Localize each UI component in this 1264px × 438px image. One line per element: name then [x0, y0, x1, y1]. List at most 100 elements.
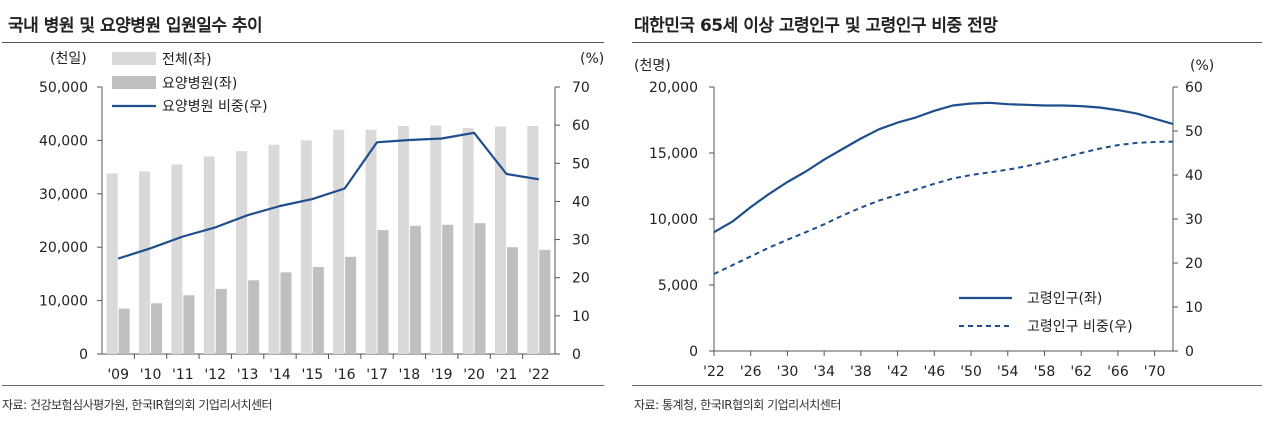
right-tick-label: 0 [572, 347, 581, 363]
left-axis-unit: (천명) [634, 58, 671, 74]
right-axis-unit: (%) [580, 51, 604, 67]
x-tick-label: '70 [1144, 364, 1166, 380]
right-tick-label: 20 [1185, 256, 1203, 272]
left-tick-label: 15,000 [649, 146, 698, 162]
bar-nursing-hospital [442, 224, 454, 354]
bar-nursing-hospital [151, 303, 163, 354]
legend-label-population: 고령인구(좌) [1027, 291, 1102, 307]
right-tick-label: 50 [572, 156, 590, 172]
series-line-nursing-share [117, 131, 539, 260]
bar-nursing-hospital [474, 223, 486, 354]
x-tick-label: '12 [204, 367, 226, 383]
x-tick-label: '16 [334, 367, 356, 383]
legend-swatch-nursing [112, 76, 156, 89]
x-tick-label: '42 [887, 364, 909, 380]
series-line-elderly-population [713, 101, 1174, 234]
bar-total [139, 171, 151, 354]
left-tick-label: 10,000 [649, 212, 698, 228]
left-tick-label: 10,000 [39, 294, 88, 310]
legend-label-total: 전체(좌) [162, 52, 212, 68]
bar-total [171, 164, 183, 354]
left-tick-label: 0 [689, 344, 698, 360]
x-tick-label: '15 [301, 367, 323, 383]
bar-total [494, 126, 506, 355]
x-tick-label: '21 [496, 367, 518, 383]
source-rule [632, 385, 1262, 386]
right-axis-unit: (%) [1190, 58, 1214, 74]
left-tick-label: 20,000 [39, 240, 88, 256]
x-tick-label: '11 [172, 367, 194, 383]
x-tick-label: '46 [923, 364, 945, 380]
bar-total [397, 125, 409, 355]
chart-title: 대한민국 65세 이상 고령인구 및 고령인구 비중 전망 [634, 16, 998, 36]
chart-title: 국내 병원 및 요양병원 입원일수 추이 [8, 16, 263, 36]
bar-total [462, 128, 474, 354]
series-line-elderly-share [713, 140, 1174, 275]
right-tick-label: 30 [572, 233, 590, 249]
left-tick-label: 50,000 [39, 80, 88, 96]
bar-total [268, 144, 280, 354]
title-rule [632, 42, 1262, 43]
left-tick-label: 40,000 [39, 133, 88, 149]
chart-panel-right: 대한민국 65세 이상 고령인구 및 고령인구 비중 전망 (천명) (%) 0 5,… [632, 0, 1264, 438]
x-tick-label: '30 [777, 364, 799, 380]
x-tick-label: '09 [107, 367, 129, 383]
bar-nursing-hospital [409, 225, 421, 354]
x-tick-label: '10 [140, 367, 162, 383]
right-tick-label: 0 [1185, 344, 1194, 360]
x-tick-label: '19 [431, 367, 453, 383]
right-tick-label: 10 [1185, 300, 1203, 316]
x-tick-label: '20 [463, 367, 485, 383]
x-tick-label: '50 [960, 364, 982, 380]
bar-nursing-hospital [539, 249, 551, 354]
x-tick-label: '54 [997, 364, 1019, 380]
right-tick-label: 60 [572, 118, 590, 134]
right-tick-label: 60 [1185, 80, 1203, 96]
bar-total [365, 129, 377, 354]
right-tick-label: 10 [572, 309, 590, 325]
x-tick-label: '58 [1034, 364, 1056, 380]
title-rule [2, 42, 604, 43]
x-tick-label: '22 [528, 367, 550, 383]
bar-total [300, 140, 312, 354]
x-tick-label: '66 [1107, 364, 1129, 380]
bar-total [527, 125, 539, 355]
right-tick-label: 40 [572, 194, 590, 210]
source-note: 자료: 건강보험심사평가원, 한국IR협의회 기업리서치센터 [2, 398, 273, 412]
bar-nursing-hospital [118, 308, 130, 354]
left-axis-unit: (천일) [50, 51, 87, 67]
left-tick-label: 0 [79, 347, 88, 363]
left-tick-label: 20,000 [649, 80, 698, 96]
right-tick-label: 40 [1185, 168, 1203, 184]
bar-nursing-hospital [183, 295, 195, 354]
x-tick-label: '38 [850, 364, 872, 380]
bar-total [430, 125, 442, 354]
bar-total [203, 156, 215, 354]
bar-nursing-hospital [506, 247, 518, 354]
x-tick-label: '13 [237, 367, 259, 383]
x-tick-label: '26 [740, 364, 762, 380]
x-tick-label: '14 [269, 367, 291, 383]
bar-total [106, 173, 118, 354]
x-tick-label: '62 [1070, 364, 1092, 380]
left-tick-label: 5,000 [658, 278, 698, 294]
legend-label-nursing: 요양병원(좌) [162, 76, 237, 92]
bar-total [236, 151, 248, 354]
x-tick-label: '18 [399, 367, 421, 383]
x-tick-label: '34 [813, 364, 835, 380]
right-tick-label: 30 [1185, 212, 1203, 228]
legend-swatch-total [112, 52, 156, 65]
bar-total [333, 129, 345, 354]
bar-nursing-hospital [345, 256, 357, 354]
bar-nursing-hospital [312, 266, 324, 354]
legend-label-share: 요양병원 비중(우) [162, 99, 268, 115]
x-tick-label: '22 [703, 364, 725, 380]
chart-right: (천명) (%) 0 5,000 10,000 15,000 20,000 0 10 20 30 40… [634, 58, 1214, 380]
right-tick-label: 70 [572, 80, 590, 96]
source-note: 자료: 통계청, 한국IR협의회 기업리서치센터 [634, 398, 841, 412]
bar-nursing-hospital [248, 280, 260, 354]
source-rule [2, 385, 604, 386]
left-tick-label: 30,000 [39, 187, 88, 203]
bar-nursing-hospital [280, 272, 292, 354]
right-tick-label: 20 [572, 271, 590, 287]
